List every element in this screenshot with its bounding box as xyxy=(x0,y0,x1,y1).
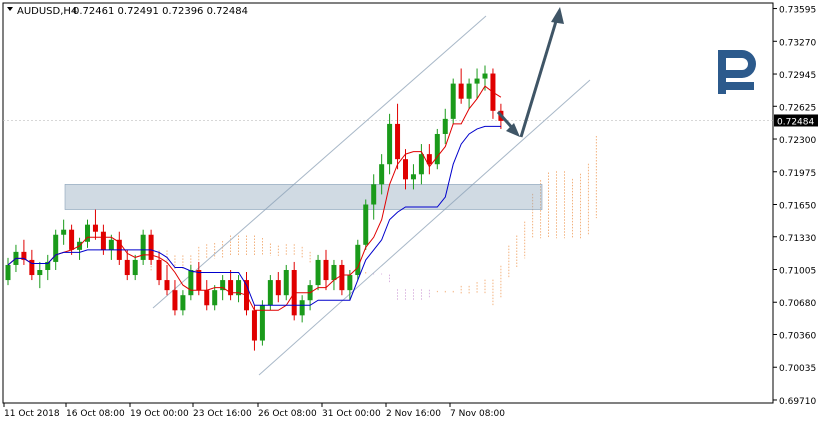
candle-bullish xyxy=(466,83,472,99)
price-tick-label: 0.71005 xyxy=(779,266,816,276)
current-price-box xyxy=(774,114,818,127)
price-tick-label: 0.73595 xyxy=(779,6,816,16)
candle-bullish xyxy=(450,83,456,119)
candle-bullish xyxy=(434,133,440,165)
candle-bullish xyxy=(267,280,273,306)
plot-area xyxy=(2,2,774,404)
price-tick-label: 0.71650 xyxy=(779,202,816,212)
price-tick-label: 0.72625 xyxy=(779,103,816,113)
price-tick-label: 0.71330 xyxy=(779,234,816,244)
candle-bullish xyxy=(236,280,242,296)
price-tick-label: 0.70680 xyxy=(779,299,816,309)
candle-bullish xyxy=(5,264,11,281)
candle-bullish xyxy=(45,261,51,271)
candle-bearish xyxy=(395,123,401,160)
current-price-label: 0.72484 xyxy=(777,117,814,127)
candle-bearish xyxy=(275,280,281,296)
time-tick-label: 11 Oct 2018 xyxy=(4,409,60,419)
candle-bullish xyxy=(371,184,377,205)
candle-bearish xyxy=(100,231,106,250)
candle-bullish xyxy=(61,229,67,235)
candle-bullish xyxy=(132,259,138,276)
candle-bullish xyxy=(418,154,424,175)
candle-bullish xyxy=(442,118,448,134)
candle-bullish xyxy=(482,73,488,79)
candle-bullish xyxy=(379,164,385,185)
candle-bullish xyxy=(212,290,218,306)
candle-bullish xyxy=(108,239,114,250)
candle-bullish xyxy=(347,275,353,291)
candle-bearish xyxy=(403,159,408,180)
candle-bearish xyxy=(323,259,329,281)
candle-bearish xyxy=(426,154,432,165)
channel-lower-line xyxy=(258,79,591,376)
candle-bearish xyxy=(196,270,202,291)
candle-bullish xyxy=(37,270,43,276)
candle-bullish xyxy=(283,270,289,296)
candle-bearish xyxy=(148,234,154,260)
kijun-line xyxy=(7,125,501,306)
time-tick-label: 31 Oct 00:00 xyxy=(322,409,381,419)
candle-bearish xyxy=(172,290,178,311)
price-tick-label: 0.72300 xyxy=(779,136,816,146)
candle-bearish xyxy=(339,264,345,291)
candle-bearish xyxy=(156,259,162,281)
forecast-arrow-down-head xyxy=(506,123,520,137)
candle-bullish xyxy=(188,270,194,296)
candle-bullish xyxy=(474,78,480,84)
price-tick-label: 0.73270 xyxy=(779,38,816,48)
candle-bearish xyxy=(29,259,35,276)
candle-bearish xyxy=(204,290,210,306)
candle-bullish xyxy=(180,295,186,311)
candle-bullish xyxy=(387,123,393,165)
resistance-zone xyxy=(64,184,543,210)
candle-bullish xyxy=(53,234,59,262)
time-tick-label: 23 Oct 16:00 xyxy=(193,409,252,419)
ohlc-label: 0.72461 0.72491 0.72396 0.72484 xyxy=(73,6,248,17)
price-tick-label: 0.72945 xyxy=(779,71,816,81)
candle-bullish xyxy=(410,174,416,180)
candle-bearish xyxy=(164,280,170,291)
candle-bullish xyxy=(315,259,321,286)
time-tick-label: 19 Oct 00:00 xyxy=(130,409,189,419)
forecast-arrow-up xyxy=(519,17,559,138)
forecast-arrow-up-head xyxy=(551,7,564,24)
broker-logo-icon xyxy=(718,50,756,94)
channel-upper-line xyxy=(152,15,487,309)
price-tick-label: 0.70035 xyxy=(779,364,816,374)
price-tick-label: 0.70360 xyxy=(779,331,816,341)
candle-bullish xyxy=(299,300,305,316)
candle-bearish xyxy=(21,251,27,260)
price-tick-label: 0.69710 xyxy=(779,397,816,407)
price-tick-label: 0.71975 xyxy=(779,169,816,179)
time-tick-label: 26 Oct 08:00 xyxy=(258,409,317,419)
candle-bullish xyxy=(355,244,361,276)
candle-bearish xyxy=(228,280,234,296)
candle-bullish xyxy=(331,264,337,281)
candle-bullish xyxy=(220,280,226,291)
candle-bearish xyxy=(251,310,257,341)
candle-bearish xyxy=(69,229,75,250)
candle-bearish xyxy=(124,259,130,276)
symbol-label: AUDUSD,H4 xyxy=(17,6,77,17)
menu-triangle-icon[interactable] xyxy=(7,7,13,11)
candle-bullish xyxy=(85,224,90,242)
candle-bearish xyxy=(92,224,98,232)
candle-bullish xyxy=(363,204,369,245)
candle-bullish xyxy=(140,234,146,260)
candle-bearish xyxy=(458,83,464,99)
tenkan-line xyxy=(7,85,502,311)
time-tick-label: 2 Nov 16:00 xyxy=(386,409,441,419)
time-tick-label: 16 Oct 08:00 xyxy=(66,409,125,419)
candle-bullish xyxy=(259,305,265,341)
time-tick-label: 7 Nov 08:00 xyxy=(450,409,505,419)
